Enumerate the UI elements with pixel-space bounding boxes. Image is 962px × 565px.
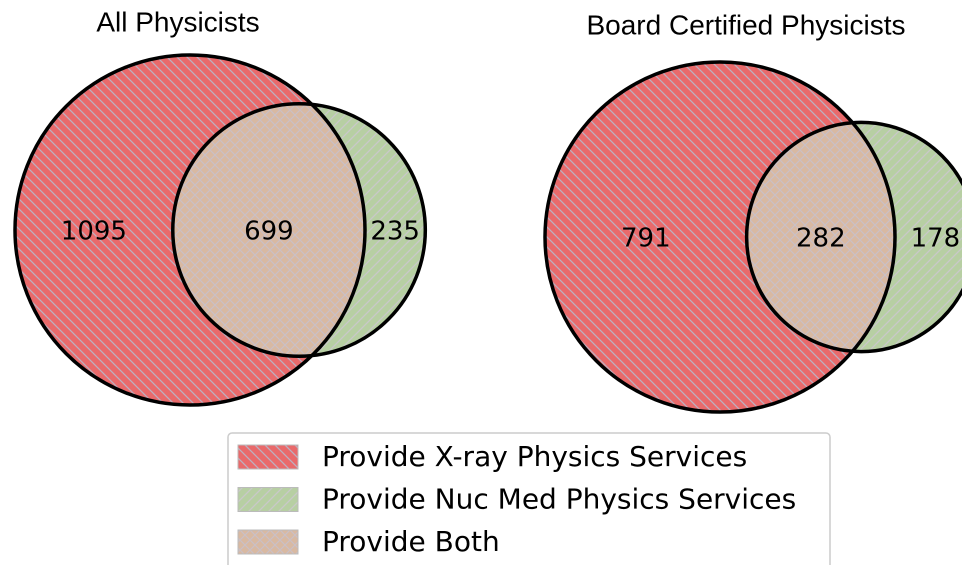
legend-label: Provide Nuc Med Physics Services	[322, 483, 796, 516]
value-label: 1095	[61, 217, 127, 247]
value-label: 282	[796, 224, 846, 254]
legend-swatch-hatch	[237, 444, 299, 470]
legend-label: Provide X-ray Physics Services	[322, 440, 747, 473]
value-label: 791	[621, 224, 671, 254]
legend-swatch-hatch	[237, 529, 299, 555]
hatch	[746, 122, 895, 352]
legend-label: Provide Both	[322, 525, 500, 558]
legend: Provide X-ray Physics Services Provide Nu…	[227, 432, 831, 565]
chart-title: All Physicists	[96, 6, 259, 37]
set-outline	[171, 101, 428, 359]
set-outline	[744, 120, 962, 354]
chart-title: Board Certified Physicists	[586, 9, 905, 40]
set-outline	[13, 53, 367, 407]
value-label: 699	[244, 217, 294, 247]
legend-box	[227, 432, 831, 565]
set-outline	[543, 60, 897, 414]
value-label: 178	[911, 224, 961, 254]
value-label: 235	[370, 217, 420, 247]
legend-swatch-hatch	[237, 487, 299, 512]
